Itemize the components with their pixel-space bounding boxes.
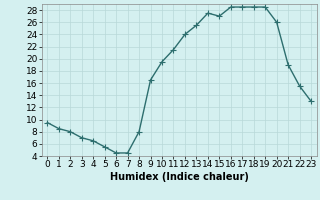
- X-axis label: Humidex (Indice chaleur): Humidex (Indice chaleur): [110, 172, 249, 182]
